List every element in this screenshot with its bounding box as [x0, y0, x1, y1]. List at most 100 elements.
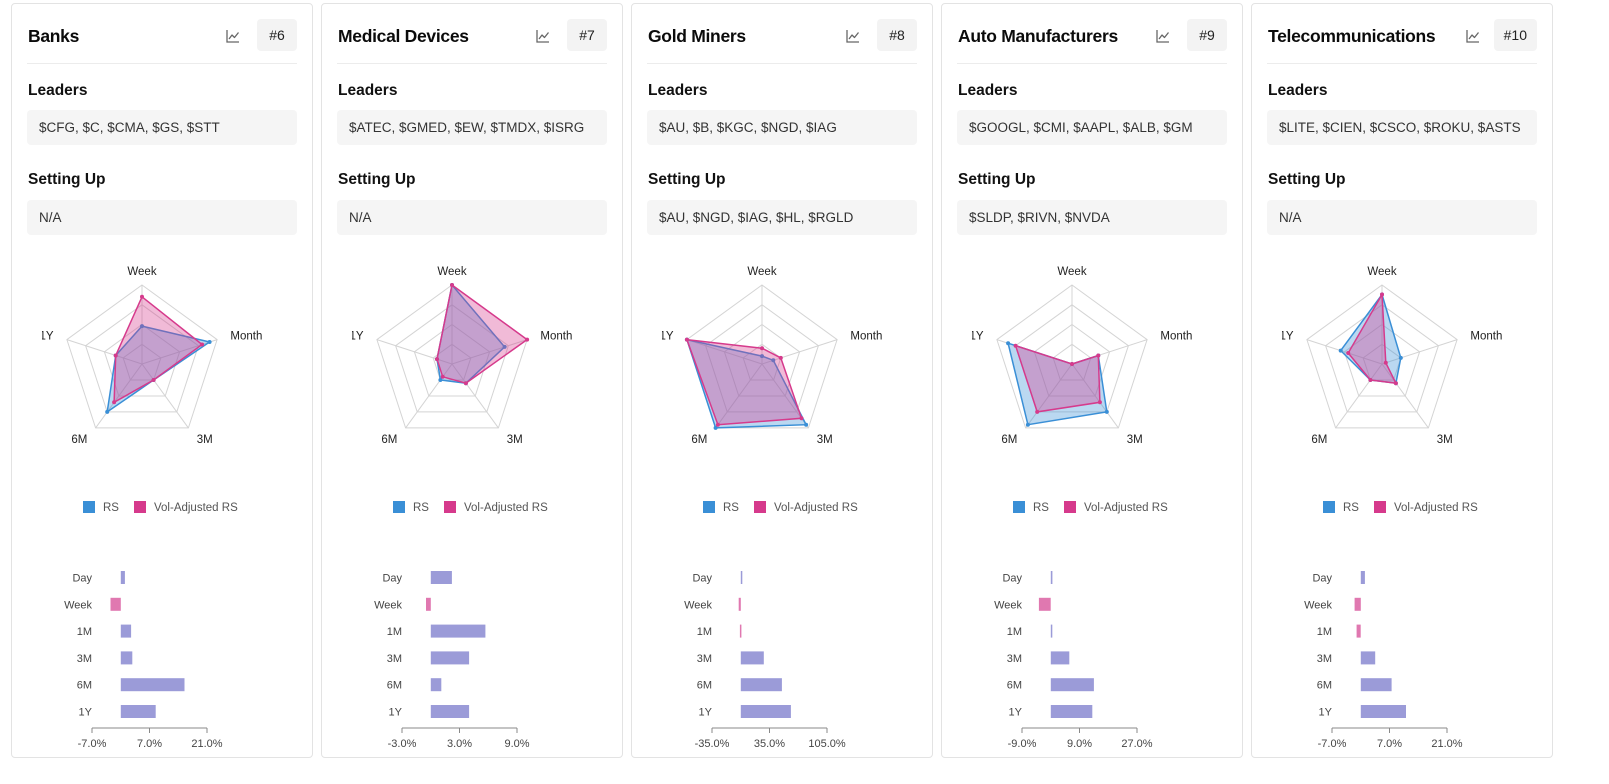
line-chart-icon[interactable] — [225, 28, 241, 44]
radar-spoke — [1306, 339, 1383, 365]
card-title: Telecommunications — [1268, 26, 1436, 46]
rank-badge: #7 — [567, 19, 607, 51]
bar-category-label: 1Y — [389, 707, 403, 719]
legend-item-vol-adjusted-rs[interactable]: Vol-Adjusted RS — [444, 501, 548, 514]
setting-up-tickers: N/A — [337, 200, 607, 235]
radar-point-vol-adjusted-rs — [1035, 409, 1040, 414]
bar-category-label: Day — [382, 573, 402, 585]
radar-spoke — [451, 363, 499, 429]
bar-value — [426, 597, 431, 611]
radar-grid-ring — [996, 284, 1148, 429]
bar-category-label: 3M — [1317, 653, 1332, 665]
bar-category-label: Day — [1312, 573, 1332, 585]
bar-x-tick-label: 35.0% — [754, 738, 785, 750]
radar-spoke — [715, 363, 763, 429]
radar-series-vol-adjusted-rs — [685, 338, 803, 426]
card-title: Medical Devices — [338, 26, 469, 46]
radar-spoke — [1025, 363, 1073, 429]
legend-label-vol-adjusted-rs: Vol-Adjusted RS — [1084, 502, 1168, 514]
radar-point-vol-adjusted-rs — [1096, 353, 1101, 358]
leaders-tickers: $LITE, $CIEN, $CSCO, $ROKU, $ASTS — [1267, 110, 1537, 145]
bar-category-label: 6M — [387, 680, 402, 692]
bar-x-tick-label: -7.0% — [78, 738, 107, 750]
bar-value — [1050, 651, 1070, 665]
legend-swatch-rs — [1013, 501, 1025, 513]
bar-x-tick-label: 27.0% — [1121, 738, 1152, 750]
bar-category-label: Week — [1304, 599, 1332, 611]
radar-axis-label: 3M — [1437, 434, 1453, 446]
legend-swatch-rs — [703, 501, 715, 513]
bar-category-label: Week — [684, 599, 712, 611]
legend-item-vol-adjusted-rs[interactable]: Vol-Adjusted RS — [134, 501, 238, 514]
legend-item-rs[interactable]: RS — [1323, 501, 1359, 514]
legend-item-rs[interactable]: RS — [703, 501, 739, 514]
radar-axis-label: 6M — [71, 434, 87, 446]
bar-value — [430, 678, 442, 692]
bar-value — [430, 624, 486, 638]
radar-point-vol-adjusted-rs — [778, 355, 783, 360]
card-title: Banks — [28, 26, 80, 46]
radar-axis-label: 6M — [691, 434, 707, 446]
bar-value — [738, 597, 741, 611]
radar-axis-label: Week — [127, 266, 156, 278]
legend-swatch-rs — [83, 501, 95, 513]
radar-legend: RS Vol-Adjusted RS — [942, 501, 1242, 519]
radar-axis-label: Week — [1057, 266, 1086, 278]
leaders-tickers: $AU, $B, $KGC, $NGD, $IAG — [647, 110, 917, 145]
radar-point-vol-adjusted-rs — [463, 381, 468, 386]
radar-point-vol-adjusted-rs — [715, 422, 720, 427]
radar-series-vol-adjusted-rs — [1014, 344, 1101, 413]
legend-item-vol-adjusted-rs[interactable]: Vol-Adjusted RS — [754, 501, 858, 514]
legend-item-rs[interactable]: RS — [83, 501, 119, 514]
bar-value — [120, 651, 133, 665]
bar-value — [740, 678, 782, 692]
bar-category-label: 3M — [387, 653, 402, 665]
radar-chart: Week Month 3M 6M 1Y — [1282, 266, 1502, 446]
legend-label-rs: RS — [1033, 502, 1049, 514]
line-chart-icon[interactable] — [1465, 28, 1481, 44]
radar-point-rs — [1338, 348, 1343, 353]
setting-up-tickers: $AU, $NGD, $IAG, $HL, $RGLD — [647, 200, 917, 235]
bar-value — [1050, 571, 1053, 584]
radar-point-vol-adjusted-rs — [200, 342, 205, 347]
legend-item-rs[interactable]: RS — [1013, 501, 1049, 514]
bar-category-label: Day — [692, 573, 712, 585]
radar-grid-ring — [1325, 304, 1439, 413]
radar-axis-label: 1Y — [972, 330, 984, 342]
legend-swatch-rs — [1323, 501, 1335, 513]
radar-chart: Week Month 3M 6M 1Y — [972, 266, 1192, 446]
radar-series-rs — [106, 325, 212, 414]
line-chart-icon[interactable] — [845, 28, 861, 44]
legend-label-rs: RS — [723, 502, 739, 514]
radar-series-vol-adjusted-rs — [1347, 291, 1398, 385]
legend-item-vol-adjusted-rs[interactable]: Vol-Adjusted RS — [1374, 501, 1478, 514]
legend-item-vol-adjusted-rs[interactable]: Vol-Adjusted RS — [1064, 501, 1168, 514]
radar-series-rs — [685, 338, 808, 429]
line-chart-icon[interactable] — [535, 28, 551, 44]
setting-up-label: Setting Up — [28, 171, 106, 188]
bar-value — [430, 651, 470, 665]
radar-chart: Week Month 3M 6M 1Y — [662, 266, 882, 446]
card-header: Gold Miners #8 — [647, 16, 917, 64]
radar-grid-ring — [1362, 343, 1402, 381]
bar-category-label: 1Y — [1009, 707, 1023, 719]
radar-grid-ring — [122, 343, 162, 381]
radar-axis-label: Month — [1160, 330, 1192, 342]
radar-point-rs — [1006, 341, 1011, 346]
radar-axis-label: Week — [1367, 266, 1396, 278]
radar-chart: Week Month 3M 6M 1Y — [42, 266, 262, 446]
radar-point-vol-adjusted-rs — [1383, 360, 1388, 365]
bar-value — [120, 678, 185, 692]
bar-value — [110, 597, 121, 611]
bar-value — [430, 705, 470, 718]
bar-x-tick-label: 9.0% — [1067, 738, 1092, 750]
rank-badge: #8 — [877, 19, 917, 51]
legend-label-vol-adjusted-rs: Vol-Adjusted RS — [774, 502, 858, 514]
radar-point-vol-adjusted-rs — [1380, 292, 1384, 297]
radar-grid-ring — [413, 323, 491, 397]
radar-legend: RS Vol-Adjusted RS — [12, 501, 312, 519]
line-chart-icon[interactable] — [1155, 28, 1171, 44]
radar-point-vol-adjusted-rs — [1013, 343, 1018, 348]
legend-item-rs[interactable]: RS — [393, 501, 429, 514]
legend-label-rs: RS — [1343, 502, 1359, 514]
